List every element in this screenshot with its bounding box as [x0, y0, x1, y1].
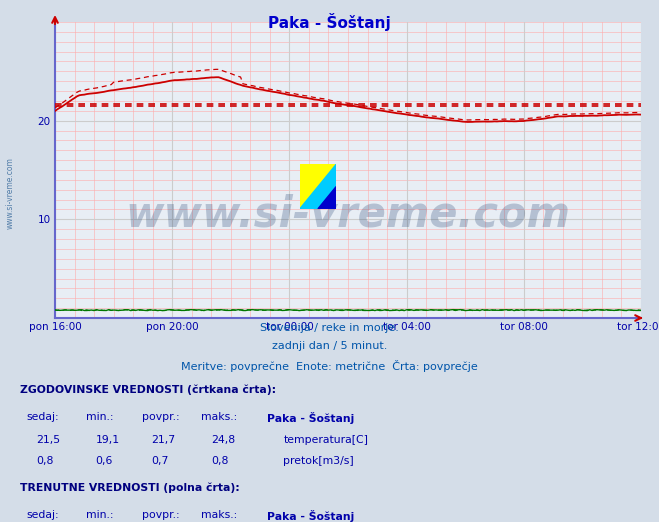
- Text: pretok[m3/s]: pretok[m3/s]: [283, 456, 354, 466]
- Text: sedaj:: sedaj:: [26, 412, 59, 422]
- Text: 21,7: 21,7: [152, 435, 176, 445]
- Text: www.si-vreme.com: www.si-vreme.com: [125, 193, 571, 235]
- Text: Meritve: povprečne  Enote: metrične  Črta: povprečje: Meritve: povprečne Enote: metrične Črta:…: [181, 360, 478, 372]
- Text: Paka - Šoštanj: Paka - Šoštanj: [268, 13, 391, 31]
- Polygon shape: [318, 187, 336, 209]
- Text: 0,6: 0,6: [96, 456, 113, 466]
- Text: 24,8: 24,8: [211, 435, 235, 445]
- Text: 19,1: 19,1: [96, 435, 120, 445]
- Text: Paka - Šoštanj: Paka - Šoštanj: [267, 509, 354, 521]
- Text: Paka - Šoštanj: Paka - Šoštanj: [267, 412, 354, 424]
- Text: maks.:: maks.:: [201, 412, 237, 422]
- Text: min.:: min.:: [86, 412, 113, 422]
- Text: 0,8: 0,8: [36, 456, 53, 466]
- Text: povpr.:: povpr.:: [142, 509, 179, 519]
- Text: zadnji dan / 5 minut.: zadnji dan / 5 minut.: [272, 341, 387, 351]
- Text: 0,7: 0,7: [152, 456, 169, 466]
- Text: Slovenija / reke in morje.: Slovenija / reke in morje.: [260, 323, 399, 333]
- Text: 0,8: 0,8: [211, 456, 228, 466]
- Text: 21,5: 21,5: [36, 435, 61, 445]
- Text: sedaj:: sedaj:: [26, 509, 59, 519]
- Text: ZGODOVINSKE VREDNOSTI (črtkana črta):: ZGODOVINSKE VREDNOSTI (črtkana črta):: [20, 385, 276, 395]
- Polygon shape: [300, 164, 336, 209]
- Text: maks.:: maks.:: [201, 509, 237, 519]
- Polygon shape: [300, 164, 336, 209]
- Text: TRENUTNE VREDNOSTI (polna črta):: TRENUTNE VREDNOSTI (polna črta):: [20, 482, 239, 493]
- Text: temperatura[C]: temperatura[C]: [283, 435, 368, 445]
- Text: min.:: min.:: [86, 509, 113, 519]
- Text: povpr.:: povpr.:: [142, 412, 179, 422]
- Text: www.si-vreme.com: www.si-vreme.com: [5, 157, 14, 229]
